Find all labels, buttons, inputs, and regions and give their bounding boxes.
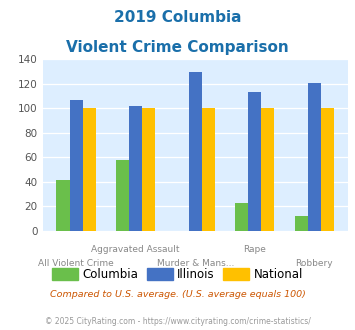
Text: Robbery: Robbery: [296, 259, 333, 268]
Bar: [189, 72, 202, 231]
Bar: [70, 100, 83, 231]
Bar: [261, 109, 274, 231]
Bar: [142, 109, 155, 231]
Text: Compared to U.S. average. (U.S. average equals 100): Compared to U.S. average. (U.S. average …: [50, 290, 305, 299]
Bar: [308, 83, 321, 231]
Bar: [295, 216, 308, 231]
Text: Rape: Rape: [244, 245, 266, 254]
Legend: Columbia, Illinois, National: Columbia, Illinois, National: [47, 263, 308, 286]
Bar: [116, 160, 129, 231]
Bar: [235, 203, 248, 231]
Bar: [83, 109, 96, 231]
Bar: [321, 109, 334, 231]
Bar: [248, 92, 261, 231]
Bar: [56, 180, 70, 231]
Text: Violent Crime Comparison: Violent Crime Comparison: [66, 40, 289, 54]
Bar: [129, 106, 142, 231]
Text: 2019 Columbia: 2019 Columbia: [114, 10, 241, 25]
Text: All Violent Crime: All Violent Crime: [38, 259, 114, 268]
Bar: [202, 109, 215, 231]
Text: © 2025 CityRating.com - https://www.cityrating.com/crime-statistics/: © 2025 CityRating.com - https://www.city…: [45, 317, 310, 326]
Text: Aggravated Assault: Aggravated Assault: [92, 245, 180, 254]
Text: Murder & Mans...: Murder & Mans...: [157, 259, 234, 268]
